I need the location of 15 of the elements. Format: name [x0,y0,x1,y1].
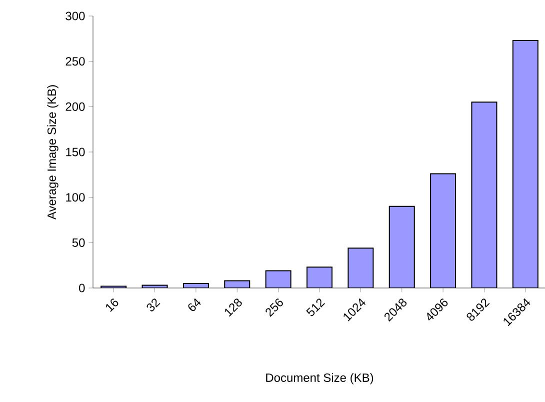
y-tick-label: 200 [66,102,85,111]
x-tick-label: 64 [188,298,201,312]
y-tick-label: 0 [79,284,85,292]
x-tick-label: 512 [306,298,325,316]
y-axis-title: Average Image Size (KB) [47,85,58,220]
y-tick-label: 300 [66,12,85,20]
y-tick-label: 150 [66,148,85,156]
x-axis-title: Document Size (KB) [266,373,374,384]
y-tick-label: 50 [72,238,85,247]
x-tick-label: 128 [224,298,242,317]
x-tick-label: 256 [266,298,283,317]
x-tick-label: 32 [146,298,160,312]
y-tick-label: 100 [66,193,85,202]
y-tick-label: 250 [66,57,85,66]
x-tick-label: 16 [106,298,118,312]
